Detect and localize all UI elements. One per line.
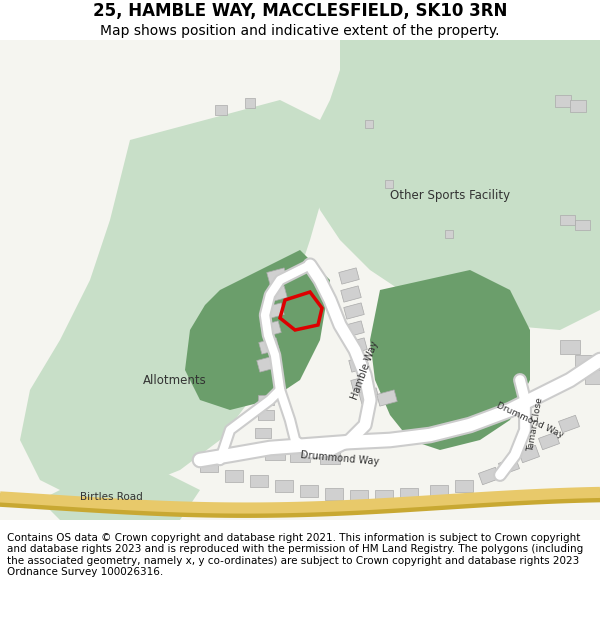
- Polygon shape: [585, 370, 600, 384]
- Polygon shape: [310, 40, 600, 330]
- Polygon shape: [400, 488, 418, 500]
- Polygon shape: [267, 268, 287, 284]
- Polygon shape: [499, 458, 520, 475]
- Polygon shape: [267, 286, 287, 302]
- Polygon shape: [225, 470, 243, 482]
- Polygon shape: [215, 105, 227, 115]
- Polygon shape: [300, 485, 318, 497]
- Polygon shape: [259, 338, 279, 354]
- Polygon shape: [20, 100, 330, 500]
- Polygon shape: [349, 356, 369, 372]
- Polygon shape: [555, 95, 571, 107]
- Polygon shape: [347, 338, 367, 354]
- Polygon shape: [359, 388, 379, 404]
- Text: Drummond Way: Drummond Way: [495, 401, 565, 439]
- Polygon shape: [430, 485, 448, 497]
- Polygon shape: [344, 303, 364, 319]
- Polygon shape: [518, 445, 539, 462]
- Polygon shape: [275, 480, 293, 492]
- Text: Map shows position and indicative extent of the property.: Map shows position and indicative extent…: [100, 24, 500, 38]
- Polygon shape: [255, 428, 271, 438]
- Text: Other Sports Facility: Other Sports Facility: [390, 189, 510, 201]
- Polygon shape: [538, 432, 560, 450]
- Polygon shape: [200, 460, 218, 472]
- Polygon shape: [560, 340, 580, 354]
- Polygon shape: [185, 40, 600, 160]
- Polygon shape: [257, 356, 277, 372]
- Polygon shape: [365, 120, 373, 128]
- Text: Drummond Way: Drummond Way: [300, 449, 380, 466]
- Polygon shape: [575, 220, 590, 230]
- Polygon shape: [185, 250, 330, 410]
- Polygon shape: [245, 98, 255, 108]
- Text: Contains OS data © Crown copyright and database right 2021. This information is : Contains OS data © Crown copyright and d…: [7, 532, 583, 578]
- Polygon shape: [370, 270, 530, 450]
- Text: 25, HAMBLE WAY, MACCLESFIELD, SK10 3RN: 25, HAMBLE WAY, MACCLESFIELD, SK10 3RN: [93, 2, 507, 20]
- Polygon shape: [377, 390, 397, 406]
- Polygon shape: [351, 376, 371, 392]
- Text: Birtles Road: Birtles Road: [80, 492, 143, 502]
- Polygon shape: [40, 470, 200, 520]
- Polygon shape: [375, 490, 393, 502]
- Polygon shape: [478, 468, 500, 485]
- Polygon shape: [258, 395, 274, 405]
- Polygon shape: [570, 100, 586, 112]
- Text: Tamar Close: Tamar Close: [526, 398, 544, 452]
- Polygon shape: [350, 490, 368, 502]
- Polygon shape: [258, 410, 274, 420]
- Polygon shape: [250, 475, 268, 487]
- Polygon shape: [344, 321, 364, 337]
- Polygon shape: [341, 286, 361, 302]
- Polygon shape: [559, 415, 580, 432]
- Polygon shape: [240, 445, 260, 457]
- Polygon shape: [265, 448, 285, 460]
- Polygon shape: [339, 268, 359, 284]
- Polygon shape: [325, 488, 343, 500]
- Text: Hamble Way: Hamble Way: [350, 339, 380, 401]
- Polygon shape: [575, 355, 595, 369]
- Polygon shape: [261, 321, 281, 337]
- Polygon shape: [445, 230, 453, 238]
- Polygon shape: [455, 480, 473, 492]
- Polygon shape: [290, 450, 310, 462]
- Polygon shape: [385, 180, 393, 188]
- Polygon shape: [555, 130, 600, 215]
- Polygon shape: [560, 215, 575, 225]
- Text: Allotments: Allotments: [143, 374, 207, 386]
- Polygon shape: [320, 452, 340, 464]
- Polygon shape: [264, 303, 284, 319]
